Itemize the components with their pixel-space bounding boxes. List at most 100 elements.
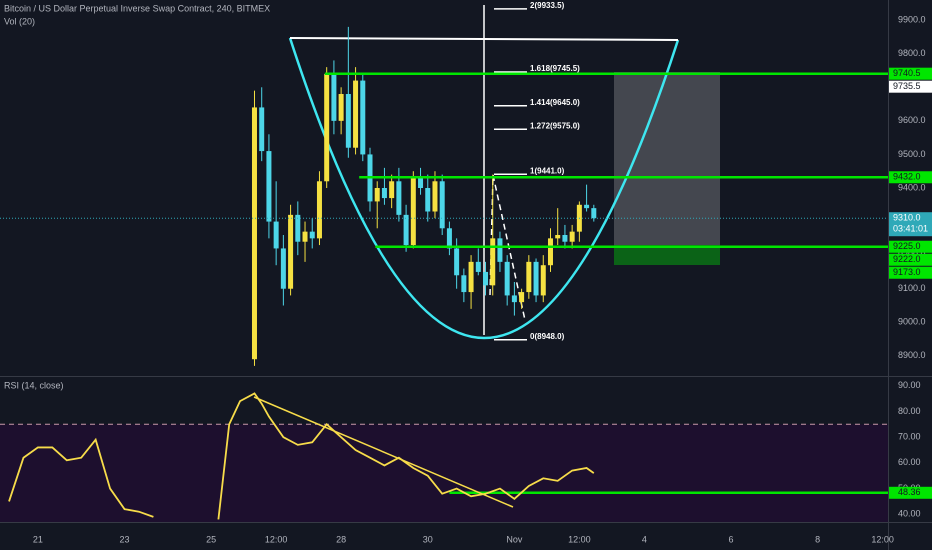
target-zone: [614, 245, 720, 265]
candle-body: [475, 261, 481, 272]
candle-body: [345, 94, 351, 148]
fib-label: 1(9441.0): [530, 166, 565, 175]
fib-label: 1.414(9645.0): [530, 98, 580, 107]
candle-body: [446, 228, 452, 249]
candle-body: [324, 73, 330, 182]
candle-body: [569, 231, 575, 242]
rsi-line: [8, 392, 595, 520]
level-tag: [889, 486, 932, 499]
x-tick-label: 6: [728, 534, 733, 544]
price-tag: [889, 67, 932, 80]
y-tick-label: 8900.0: [898, 350, 926, 360]
candle-body: [418, 177, 424, 188]
x-tick-label: 28: [336, 534, 346, 544]
y-tick-label: 9000.0: [898, 317, 926, 327]
candle-body: [555, 235, 561, 239]
x-tick-label: Nov: [506, 534, 523, 544]
candle-body: [302, 231, 308, 242]
y-tick-label: 9800.0: [898, 48, 926, 58]
fib-label: 2(9933.5): [530, 1, 565, 10]
price-tag-label: 9432.0: [893, 172, 921, 182]
volume-label: Vol (20): [4, 16, 35, 26]
candle-body: [526, 261, 532, 293]
candle-body: [259, 107, 265, 152]
chart-title: Bitcoin / US Dollar Perpetual Inverse Sw…: [4, 3, 270, 13]
candle-body: [519, 292, 525, 303]
projection-box: [614, 72, 720, 245]
x-tick-label: 30: [423, 534, 433, 544]
y-tick-label: 9600.0: [898, 115, 926, 125]
price-tag-label: 9735.5: [893, 81, 921, 91]
candle-body: [273, 221, 279, 249]
y-tick-label: 70.00: [898, 432, 921, 442]
fib-label: 0(8948.0): [530, 332, 565, 341]
rsi-band: [0, 424, 888, 522]
candle-body: [425, 188, 431, 212]
rsi-trendline: [253, 396, 514, 508]
candle-body: [547, 238, 553, 266]
candle-body: [338, 94, 344, 121]
candle-body: [280, 248, 286, 289]
price-tag: [889, 253, 932, 266]
y-tick-label: 80.00: [898, 406, 921, 416]
price-tag: [889, 80, 932, 93]
x-tick-label: 8: [815, 534, 820, 544]
candle-body: [331, 73, 337, 121]
candle-body: [288, 214, 294, 289]
candle-body: [266, 151, 272, 222]
candle-body: [432, 181, 438, 212]
candle-body: [483, 271, 489, 286]
candle-body: [533, 261, 539, 296]
fib-label: 1.272(9575.0): [530, 121, 580, 130]
candle-body: [454, 248, 460, 276]
candle-body: [353, 80, 359, 148]
candle-body: [584, 204, 590, 209]
axes: 9900.09800.09700.09600.09500.09400.09300…: [33, 15, 932, 544]
price-tag: [889, 171, 932, 184]
y-tick-label: 9900.0: [898, 15, 926, 25]
x-tick-label: 4: [642, 534, 647, 544]
candle-body: [468, 261, 474, 293]
price-tag-label: 9222.0: [893, 254, 921, 264]
fib-label: 1.618(9745.5): [530, 64, 580, 73]
candle-body: [591, 208, 597, 219]
cup-curve: [288, 37, 680, 340]
countdown-label: 03:41:01: [893, 224, 928, 234]
price-tag: [889, 240, 932, 253]
x-tick-label: 12:00: [265, 534, 288, 544]
y-tick-label: 60.00: [898, 457, 921, 467]
candle-body: [490, 238, 496, 286]
candle-body: [381, 188, 387, 199]
x-tick-label: 23: [120, 534, 130, 544]
y-tick-label: 40.00: [898, 509, 921, 519]
candle-body: [309, 231, 315, 239]
x-tick-label: 25: [206, 534, 216, 544]
candle-body: [410, 177, 416, 246]
price-tag-label: 9225.0: [893, 241, 921, 251]
price-panel: 2(9933.5) 1.618(9745.5) 1.414(9645.0) 1.272…: [0, 1, 888, 366]
candle-body: [562, 235, 568, 242]
x-tick-label: 12:00: [871, 534, 894, 544]
price-tag-label: 9310.0: [893, 213, 921, 223]
candle-body: [540, 265, 546, 296]
candle-body: [251, 107, 257, 360]
price-tag-label: 9740.5: [893, 68, 921, 78]
candle-body: [461, 275, 467, 293]
candle-body: [396, 181, 402, 215]
rsi-panel: [0, 392, 888, 522]
y-tick-label: 90.00: [898, 380, 921, 390]
candle-body: [511, 295, 517, 303]
candle-body: [439, 181, 445, 229]
level-tag-label: 48.36: [898, 487, 921, 497]
price-tag: [889, 266, 932, 279]
y-tick-label: 9100.0: [898, 283, 926, 293]
y-tick-label: 9400.0: [898, 182, 926, 192]
price-tag-label: 9173.0: [893, 267, 921, 277]
candle-body: [497, 238, 503, 262]
y-tick-label: 9500.0: [898, 149, 926, 159]
candle-body: [360, 80, 366, 155]
candle-body: [316, 181, 322, 239]
x-tick-label: 21: [33, 534, 43, 544]
